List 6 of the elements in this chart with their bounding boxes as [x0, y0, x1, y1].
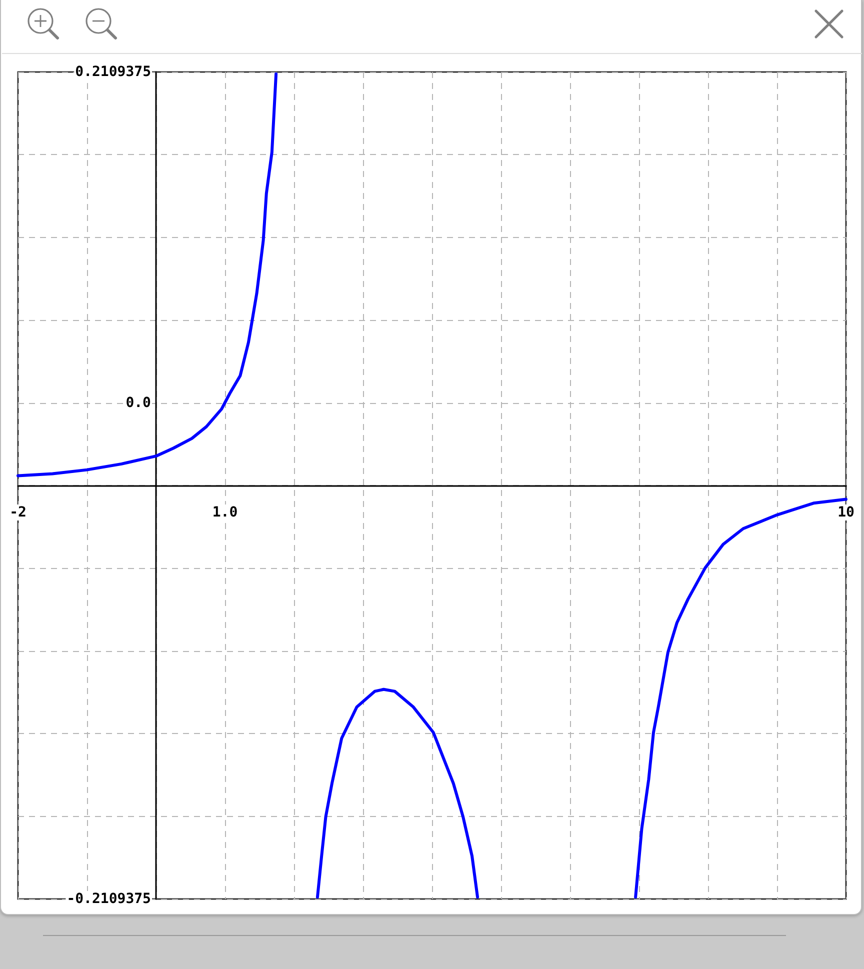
- y-tick-label: 0.2109375: [75, 64, 151, 80]
- x-tick-label: -2: [10, 504, 26, 520]
- y-tick-label: -0.2109375: [66, 891, 151, 907]
- x-tick-label: 10: [838, 504, 854, 520]
- y-tick-label: 0.0: [126, 394, 151, 411]
- x-tick-label: 1.0: [212, 504, 238, 520]
